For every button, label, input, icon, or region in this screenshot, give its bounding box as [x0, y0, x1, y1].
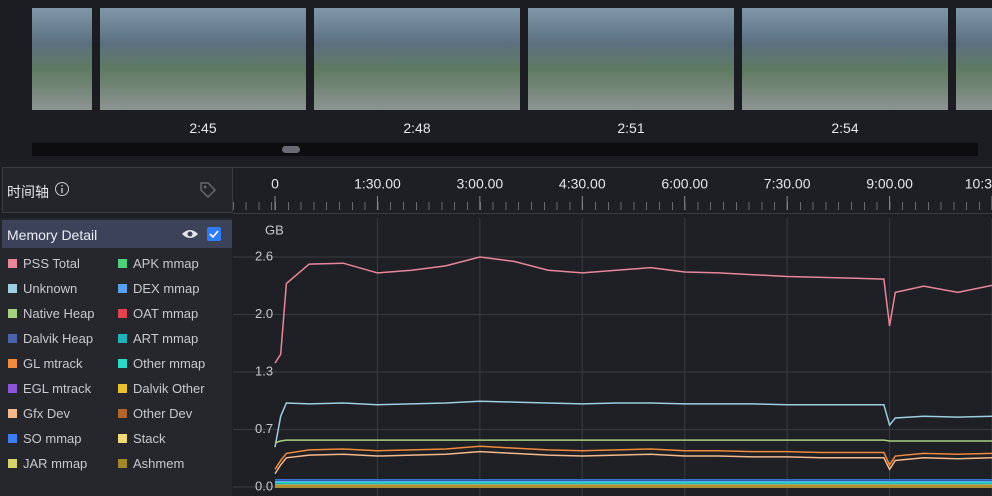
frame-time: 2:54 — [831, 120, 859, 136]
legend-swatch — [8, 384, 17, 393]
thumbnail[interactable] — [956, 8, 992, 110]
legend-item[interactable]: Native Heap — [8, 306, 95, 321]
legend-swatch — [118, 334, 127, 343]
legend-label: PSS Total — [23, 256, 80, 271]
thumbnail[interactable] — [314, 8, 520, 110]
series-line — [274, 445, 992, 470]
legend-swatch — [8, 409, 17, 418]
frame-time: 2:51 — [617, 120, 645, 136]
y-tick-label: 2.0 — [255, 306, 273, 321]
legend-item[interactable]: GL mtrack — [8, 356, 82, 371]
series-line — [274, 256, 992, 364]
legend-swatch — [118, 259, 127, 268]
legend-swatch — [118, 284, 127, 293]
legend-label: Other Dev — [133, 406, 193, 421]
legend-label: GL mtrack — [23, 356, 83, 371]
y-tick-label: 0.7 — [255, 421, 273, 436]
thumbnail[interactable] — [100, 8, 306, 110]
frame-time: 2:45 — [189, 120, 217, 136]
legend-item[interactable]: SO mmap — [8, 431, 82, 446]
legend-item[interactable]: Dalvik Heap — [8, 331, 93, 346]
filmstrip: 2:45 2:48 2:51 2:54 — [0, 0, 992, 160]
legend-swatch — [118, 359, 127, 368]
legend-item[interactable]: ART mmap — [118, 331, 198, 346]
scroll-thumb[interactable] — [282, 146, 300, 153]
legend-item[interactable]: Unknown — [8, 281, 77, 296]
legend-label: SO mmap — [23, 431, 82, 446]
plot-background — [233, 218, 992, 496]
legend-label: DEX mmap — [133, 281, 200, 296]
legend-label: Dalvik Other — [133, 381, 205, 396]
timeline-header: 时间轴 — [2, 167, 233, 213]
y-axis-label: GB — [265, 222, 284, 237]
thumbnail[interactable] — [32, 8, 92, 110]
legend-label: Gfx Dev — [23, 406, 70, 421]
legend-swatch — [8, 309, 17, 318]
series-line — [274, 450, 992, 475]
legend-swatch — [118, 409, 127, 418]
left-panel: Memory Detail PSS Total Unknown Native Hea… — [0, 218, 232, 496]
checkbox[interactable] — [207, 227, 221, 241]
info-icon[interactable] — [54, 181, 70, 197]
visibility-icon[interactable] — [181, 228, 199, 240]
legend-swatch — [118, 384, 127, 393]
legend-label: Other mmap — [133, 356, 206, 371]
legend-item[interactable]: Ashmem — [118, 456, 184, 471]
legend-label: Unknown — [23, 281, 78, 296]
y-tick-label: 1.3 — [255, 363, 273, 378]
thumbnail[interactable] — [742, 8, 948, 110]
legend-item[interactable]: APK mmap — [118, 256, 199, 271]
series-line — [274, 400, 992, 448]
legend-label: Ashmem — [133, 456, 185, 471]
legend-swatch — [118, 459, 127, 468]
legend-label: OAT mmap — [133, 306, 199, 321]
legend-label: JAR mmap — [23, 456, 88, 471]
legend-swatch — [8, 434, 17, 443]
legend-label: Stack — [133, 431, 166, 446]
legend-label: ART mmap — [133, 331, 199, 346]
ruler-minor-ticks — [233, 202, 992, 210]
legend-swatch — [8, 359, 17, 368]
legend-item[interactable]: Stack — [118, 431, 166, 446]
panel-title: Memory Detail — [7, 227, 98, 243]
legend-label: EGL mtrack — [23, 381, 92, 396]
legend-swatch — [8, 259, 17, 268]
y-tick-label: 2.6 — [255, 248, 273, 263]
scrollbar[interactable] — [32, 143, 978, 156]
tag-icon[interactable] — [199, 181, 217, 199]
legend-swatch — [8, 284, 17, 293]
legend-item[interactable]: Other mmap — [118, 356, 205, 371]
legend-label: Native Heap — [23, 306, 95, 321]
legend-item[interactable]: Dalvik Other — [118, 381, 205, 396]
legend-item[interactable]: PSS Total — [8, 256, 80, 271]
legend-swatch — [118, 434, 127, 443]
legend-label: APK mmap — [133, 256, 199, 271]
series-line — [274, 439, 992, 444]
series-line — [275, 482, 992, 486]
legend-item[interactable]: Gfx Dev — [8, 406, 70, 421]
frame-time: 2:48 — [403, 120, 431, 136]
legend-swatch — [8, 459, 17, 468]
legend-item[interactable]: OAT mmap — [118, 306, 198, 321]
timeline-title: 时间轴 — [7, 184, 49, 200]
legend-item[interactable]: Other Dev — [118, 406, 192, 421]
legend-swatch — [8, 334, 17, 343]
legend-item[interactable]: JAR mmap — [8, 456, 87, 471]
legend-item[interactable]: DEX mmap — [118, 281, 199, 296]
legend-swatch — [118, 309, 127, 318]
panel-header: Memory Detail — [2, 220, 232, 248]
legend-label: Dalvik Heap — [23, 331, 94, 346]
legend-item[interactable]: EGL mtrack — [8, 381, 91, 396]
y-tick-label: 0.0 — [255, 478, 273, 493]
thumbnail[interactable] — [528, 8, 734, 110]
